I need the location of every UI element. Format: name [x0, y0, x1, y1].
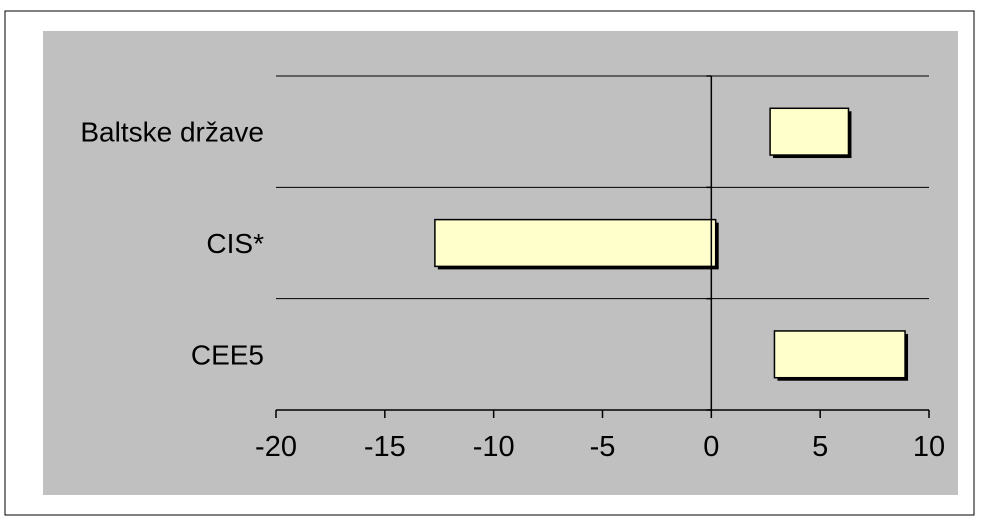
- axes: [275, 75, 930, 418]
- x-tick-label: 10: [913, 431, 945, 463]
- category-label: Baltske države: [80, 117, 264, 148]
- bars: [434, 107, 909, 381]
- bar: [434, 218, 717, 268]
- tick-labels: -20 -15 -10 -5 0 5 10: [255, 431, 945, 463]
- category-label: CEE5: [191, 339, 264, 370]
- x-tick-label: 0: [703, 431, 719, 463]
- bar: [773, 330, 906, 379]
- gridlines: [276, 75, 929, 300]
- category-labels: Baltske države CIS* CEE5: [80, 117, 264, 371]
- x-tick-label: -5: [590, 431, 616, 463]
- x-tick-label: -10: [473, 431, 515, 463]
- x-tick-label: -20: [255, 431, 297, 463]
- category-label: CIS*: [206, 228, 264, 259]
- bar: [769, 107, 850, 156]
- x-tick-label: -15: [364, 431, 406, 463]
- x-tick-label: 5: [812, 431, 828, 463]
